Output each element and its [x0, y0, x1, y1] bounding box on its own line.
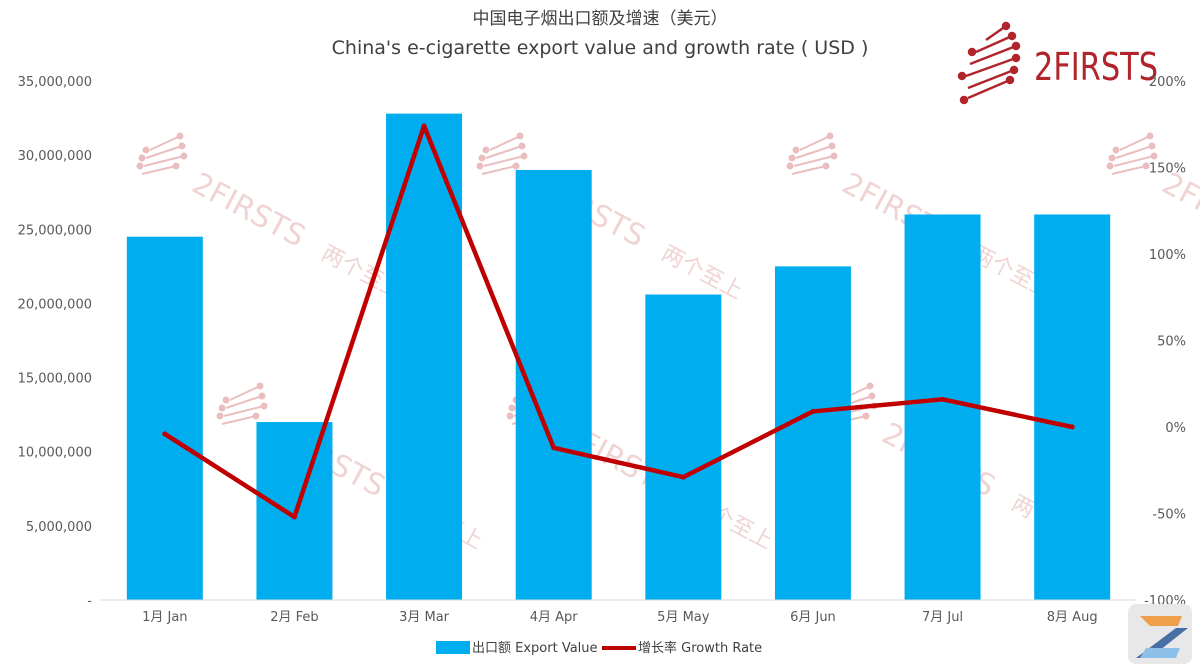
legend-swatch-export — [436, 641, 470, 654]
growth-rate-point — [162, 431, 168, 437]
y-right-tick-label: 150% — [1149, 162, 1186, 177]
watermark-text: 2FIRSTS — [1156, 166, 1200, 254]
y-left-tick-label: 20,000,000 — [18, 297, 92, 312]
y-left-tick-label: 15,000,000 — [18, 372, 92, 387]
x-tick-label: 5月 May — [657, 610, 710, 625]
y-right-tick-label: -50% — [1152, 508, 1186, 523]
chart-subtitle: China's e-cigarette export value and gro… — [332, 37, 869, 59]
growth-rate-line — [162, 123, 1075, 520]
bar — [645, 294, 722, 600]
y-left-tick-label: 25,000,000 — [18, 223, 92, 238]
x-axis: 1月 Jan 2月 Feb 3月 Mar 4月 Apr 5月 May 6月 Jun 7月 J… — [142, 610, 1098, 625]
legend-label-growth: 增长率 Growth Rate — [638, 640, 762, 656]
x-tick-label: 4月 Apr — [530, 610, 579, 625]
x-tick-label: 7月 Jul — [922, 610, 963, 625]
growth-rate-point — [810, 408, 816, 414]
bar — [126, 236, 203, 600]
legend: 出口额 Export Value 增长率 Growth Rate — [436, 640, 762, 656]
x-tick-label: 1月 Jan — [142, 610, 187, 625]
y-right-tick-label: 200% — [1149, 75, 1186, 90]
growth-rate-point — [1069, 424, 1075, 430]
x-tick-label: 6月 Jun — [790, 610, 836, 625]
y-left-tick-label: - — [87, 594, 92, 609]
brand-logo: 2FIRSTS — [957, 21, 1158, 105]
x-tick-label: 8月 Aug — [1047, 610, 1098, 625]
x-tick-label: 2月 Feb — [270, 610, 318, 625]
y-right-tick-label: 100% — [1149, 248, 1186, 263]
line-series — [162, 123, 1075, 520]
y-left-tick-label: 35,000,000 — [18, 75, 92, 90]
growth-rate-point — [680, 474, 686, 480]
bar-series — [126, 113, 1111, 600]
y-left-tick-label: 30,000,000 — [18, 149, 92, 164]
logo-text: 2FIRSTS — [1034, 45, 1158, 89]
y-axis-left: - 5,000,000 10,000,000 15,000,000 20,000,000… — [18, 75, 93, 609]
watermark-text: 2FIRSTS — [186, 166, 311, 254]
y-left-tick-label: 5,000,000 — [26, 520, 92, 535]
logo-mark-icon — [957, 21, 1021, 105]
y-right-tick-label: 50% — [1157, 335, 1186, 350]
growth-rate-point — [291, 514, 297, 520]
y-left-tick-label: 10,000,000 — [18, 446, 92, 461]
bar — [774, 266, 851, 600]
y-axis-right: -100%-50%0%50%100%150%200% — [1144, 75, 1186, 609]
y-right-tick-label: 0% — [1165, 421, 1186, 436]
bar — [904, 214, 981, 600]
chart-title: 中国电子烟出口额及增速（美元） — [473, 9, 728, 29]
x-tick-label: 3月 Mar — [399, 610, 450, 625]
corner-badge-icon — [1128, 604, 1192, 664]
legend-label-export: 出口额 Export Value — [472, 641, 598, 656]
bar — [1034, 214, 1111, 600]
growth-rate-point — [940, 396, 946, 402]
growth-rate-point — [421, 123, 427, 129]
growth-rate-point — [551, 445, 557, 451]
